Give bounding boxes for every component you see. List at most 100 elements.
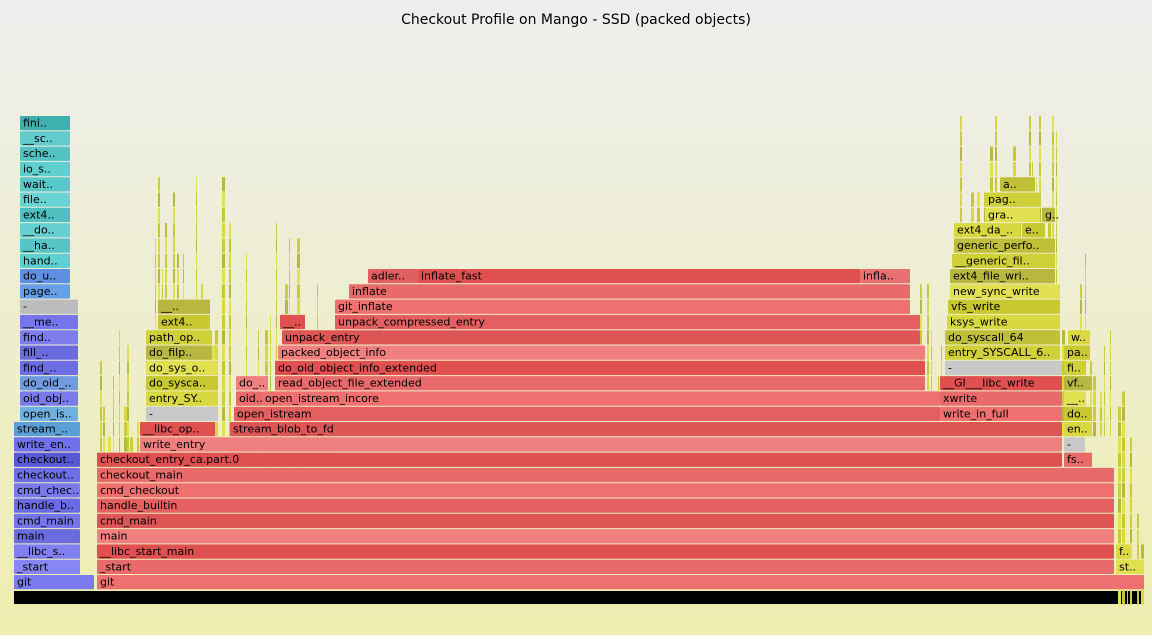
sliver bbox=[995, 131, 997, 146]
frame[interactable] bbox=[14, 529, 80, 544]
frame[interactable] bbox=[280, 314, 305, 330]
sliver bbox=[258, 360, 259, 376]
frame[interactable] bbox=[20, 161, 70, 177]
frame[interactable] bbox=[236, 376, 268, 391]
frame[interactable] bbox=[1064, 422, 1090, 437]
frame[interactable] bbox=[20, 116, 70, 131]
frame[interactable] bbox=[282, 330, 920, 345]
frame[interactable] bbox=[1116, 544, 1130, 559]
sliver bbox=[1122, 437, 1125, 452]
frame[interactable] bbox=[146, 391, 218, 406]
frame[interactable] bbox=[1064, 437, 1085, 452]
frame[interactable] bbox=[985, 207, 1040, 223]
frame[interactable] bbox=[20, 391, 78, 406]
frame[interactable] bbox=[1022, 223, 1045, 238]
frame[interactable] bbox=[20, 207, 70, 223]
frame[interactable] bbox=[97, 483, 1114, 498]
frame[interactable] bbox=[20, 146, 70, 161]
frame[interactable] bbox=[20, 284, 70, 299]
frame[interactable] bbox=[945, 330, 1060, 345]
frame[interactable] bbox=[20, 269, 70, 284]
frame[interactable] bbox=[234, 406, 940, 421]
frame[interactable] bbox=[97, 544, 1114, 559]
frame[interactable] bbox=[418, 269, 860, 284]
frame[interactable] bbox=[940, 406, 1062, 421]
frame[interactable] bbox=[1064, 376, 1090, 391]
frame[interactable] bbox=[97, 467, 1114, 483]
frame[interactable] bbox=[940, 376, 1062, 391]
frame[interactable] bbox=[140, 437, 1062, 452]
frame[interactable] bbox=[14, 422, 80, 437]
frame[interactable] bbox=[236, 391, 262, 406]
frame[interactable] bbox=[20, 376, 78, 391]
frame[interactable] bbox=[20, 223, 70, 238]
frame[interactable] bbox=[860, 269, 910, 284]
frame[interactable] bbox=[146, 376, 218, 391]
frame[interactable] bbox=[97, 529, 1114, 544]
frame[interactable] bbox=[1064, 406, 1090, 421]
frame[interactable] bbox=[1000, 177, 1035, 192]
frame[interactable] bbox=[947, 314, 1060, 330]
frame[interactable] bbox=[20, 192, 70, 207]
frame[interactable] bbox=[20, 360, 78, 376]
frame[interactable] bbox=[948, 299, 1060, 314]
frame[interactable] bbox=[146, 345, 212, 360]
frame[interactable] bbox=[950, 269, 1055, 284]
frame[interactable] bbox=[20, 314, 78, 330]
frame[interactable] bbox=[1116, 559, 1144, 574]
frame[interactable] bbox=[14, 452, 80, 467]
frame[interactable] bbox=[945, 345, 1060, 360]
frame[interactable] bbox=[952, 253, 1055, 268]
frame[interactable] bbox=[158, 299, 210, 314]
frame[interactable] bbox=[1064, 391, 1085, 406]
frame[interactable] bbox=[954, 238, 1055, 253]
frame[interactable] bbox=[230, 422, 1062, 437]
frame[interactable] bbox=[14, 559, 80, 574]
frame[interactable] bbox=[146, 406, 218, 421]
frame[interactable] bbox=[278, 345, 925, 360]
frame[interactable] bbox=[20, 131, 70, 146]
frame[interactable] bbox=[146, 360, 218, 376]
frame[interactable] bbox=[20, 406, 78, 421]
frame[interactable] bbox=[20, 253, 70, 268]
frame[interactable] bbox=[20, 299, 78, 314]
frame[interactable] bbox=[146, 330, 212, 345]
frame[interactable] bbox=[368, 269, 418, 284]
frame[interactable] bbox=[262, 391, 940, 406]
frame[interactable] bbox=[97, 559, 1114, 574]
frame[interactable] bbox=[20, 345, 78, 360]
frame[interactable] bbox=[14, 513, 80, 529]
frame[interactable] bbox=[1064, 452, 1092, 467]
frame[interactable] bbox=[20, 238, 70, 253]
frame[interactable] bbox=[14, 544, 80, 559]
frame[interactable] bbox=[20, 177, 70, 192]
frame[interactable] bbox=[14, 575, 94, 590]
frame[interactable] bbox=[140, 422, 215, 437]
frame[interactable] bbox=[945, 360, 1062, 376]
frame[interactable] bbox=[275, 360, 925, 376]
frame[interactable] bbox=[1068, 330, 1090, 345]
frame[interactable] bbox=[20, 330, 78, 345]
frame[interactable] bbox=[1064, 360, 1085, 376]
frame[interactable] bbox=[14, 498, 80, 513]
frame[interactable] bbox=[97, 513, 1114, 529]
frame[interactable] bbox=[275, 376, 925, 391]
frame[interactable] bbox=[14, 467, 80, 483]
frame[interactable] bbox=[335, 299, 910, 314]
frame[interactable] bbox=[335, 314, 920, 330]
frame[interactable] bbox=[14, 437, 80, 452]
frame[interactable] bbox=[97, 498, 1114, 513]
frame[interactable] bbox=[950, 284, 1060, 299]
sliver bbox=[222, 284, 225, 299]
frame[interactable] bbox=[1064, 345, 1090, 360]
frame-label: main bbox=[100, 530, 128, 543]
frame[interactable] bbox=[1042, 207, 1055, 223]
frame[interactable] bbox=[97, 575, 1144, 590]
frame[interactable] bbox=[940, 391, 1062, 406]
frame[interactable] bbox=[349, 284, 910, 299]
frame[interactable] bbox=[954, 223, 1020, 238]
frame[interactable] bbox=[985, 192, 1040, 207]
frame[interactable] bbox=[97, 452, 1062, 467]
frame[interactable] bbox=[14, 483, 80, 498]
frame[interactable] bbox=[158, 314, 210, 330]
